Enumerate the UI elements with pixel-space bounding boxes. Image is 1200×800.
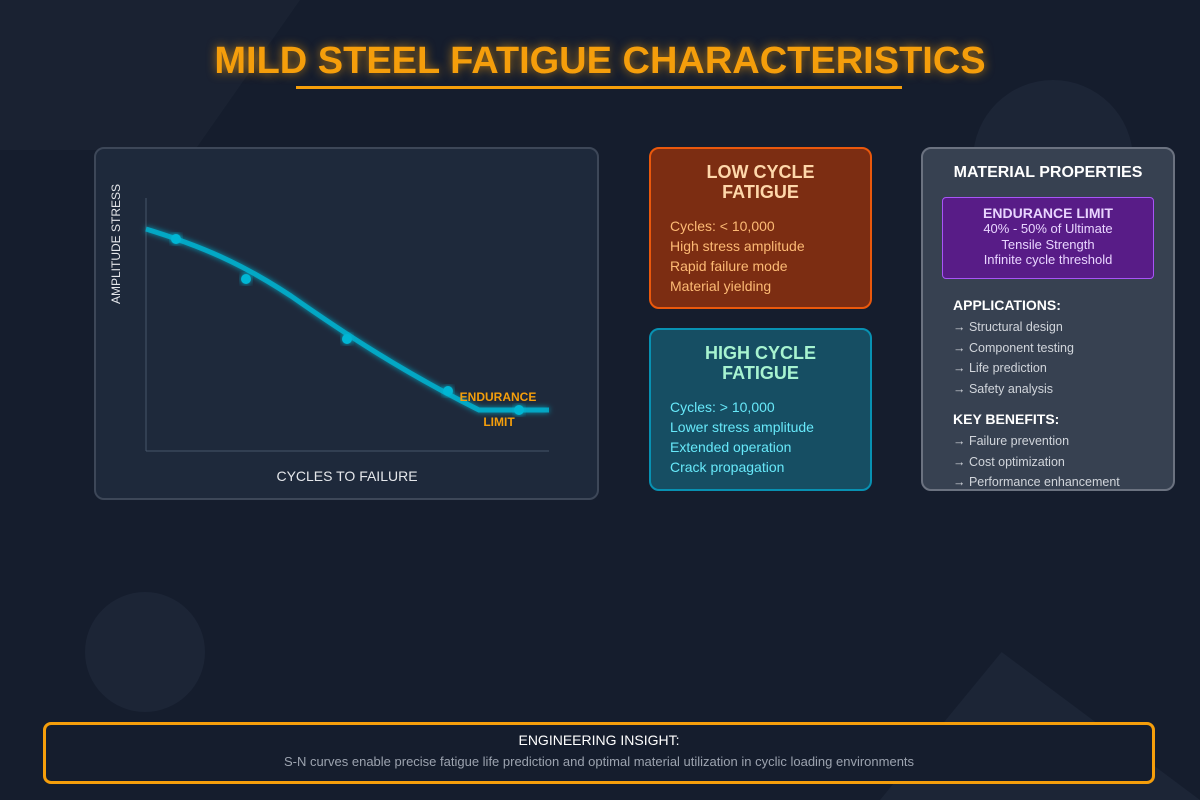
list-item: Material yielding bbox=[670, 278, 772, 294]
list-item: High stress amplitude bbox=[670, 238, 805, 254]
endurance-line: 40% - 50% of Ultimate bbox=[983, 221, 1113, 236]
sn-curve-diagram: AMPLITUDE STRESS CYCLES TO FAILURE ENDUR… bbox=[109, 184, 549, 484]
benefits-list: → Failure prevention → Cost optimization… bbox=[953, 431, 1173, 493]
page-title: MILD STEEL FATIGUE CHARACTERISTICS bbox=[214, 40, 986, 82]
list-item: → Failure prevention bbox=[953, 434, 1070, 448]
properties-title: MATERIAL PROPERTIES bbox=[953, 164, 1143, 181]
list-item: → Cost optimization bbox=[953, 454, 1065, 469]
endurance-limit-box: ENDURANCE LIMIT 40% - 50% of Ultimate Te… bbox=[942, 197, 1154, 279]
data-point bbox=[443, 386, 453, 396]
data-point bbox=[171, 234, 181, 244]
list-item: → Safety analysis bbox=[953, 381, 1054, 396]
list-item: → Performance enhancement bbox=[953, 475, 1120, 489]
endurance-limit-label-2: LIMIT bbox=[483, 415, 515, 429]
engineering-insight-banner: ENGINEERING INSIGHT: S-N curves enable p… bbox=[43, 722, 1155, 784]
list-item: → Component testing bbox=[953, 340, 1074, 355]
benefits-title: KEY BENEFITS: bbox=[953, 411, 1060, 427]
sn-curve bbox=[145, 226, 549, 413]
list-item: → Structural design bbox=[953, 320, 1063, 334]
title-line: FATIGUE bbox=[722, 182, 799, 202]
list-item: Rapid failure mode bbox=[670, 258, 788, 274]
title-underline bbox=[296, 86, 902, 89]
low-cycle-list: Cycles: < 10,000 High stress amplitude R… bbox=[670, 216, 870, 296]
list-item: Cycles: > 10,000 bbox=[670, 399, 775, 415]
high-cycle-list: Cycles: > 10,000 Lower stress amplitude … bbox=[670, 397, 870, 477]
applications-title: APPLICATIONS: bbox=[953, 297, 1061, 313]
endurance-limit-label: ENDURANCE bbox=[460, 390, 537, 404]
material-properties-panel: MATERIAL PROPERTIES ENDURANCE LIMIT 40% … bbox=[921, 147, 1175, 491]
y-axis-label: AMPLITUDE STRESS bbox=[109, 184, 123, 304]
x-axis-label: CYCLES TO FAILURE bbox=[276, 468, 417, 484]
data-point bbox=[514, 405, 524, 415]
list-item: Lower stress amplitude bbox=[670, 419, 814, 435]
endurance-line: Tensile Strength bbox=[1001, 236, 1095, 252]
insight-title: ENGINEERING INSIGHT: bbox=[518, 732, 680, 748]
sn-curve-panel: AMPLITUDE STRESS CYCLES TO FAILURE ENDUR… bbox=[94, 147, 599, 500]
low-cycle-title: LOW CYCLE FATIGUE bbox=[651, 162, 870, 202]
endurance-line: Infinite cycle threshold bbox=[983, 252, 1113, 267]
low-cycle-fatigue-card: LOW CYCLE FATIGUE Cycles: < 10,000 High … bbox=[649, 147, 872, 309]
title-line: LOW CYCLE bbox=[706, 162, 815, 182]
background-circle bbox=[85, 592, 205, 712]
high-cycle-fatigue-card: HIGH CYCLE FATIGUE Cycles: > 10,000 Lowe… bbox=[649, 328, 872, 491]
list-item: Crack propagation bbox=[670, 459, 785, 475]
title-line: FATIGUE bbox=[722, 363, 799, 383]
title-line: HIGH CYCLE bbox=[704, 343, 816, 363]
applications-list: → Structural design → Component testing … bbox=[953, 317, 1173, 399]
data-point bbox=[241, 274, 251, 284]
data-point bbox=[342, 334, 352, 344]
endurance-title: ENDURANCE LIMIT bbox=[983, 205, 1113, 221]
insight-text: S-N curves enable precise fatigue life p… bbox=[283, 754, 915, 769]
list-item: → Life prediction bbox=[953, 361, 1047, 375]
list-item: Cycles: < 10,000 bbox=[670, 218, 775, 234]
list-item: Extended operation bbox=[670, 439, 792, 455]
high-cycle-title: HIGH CYCLE FATIGUE bbox=[651, 343, 870, 383]
